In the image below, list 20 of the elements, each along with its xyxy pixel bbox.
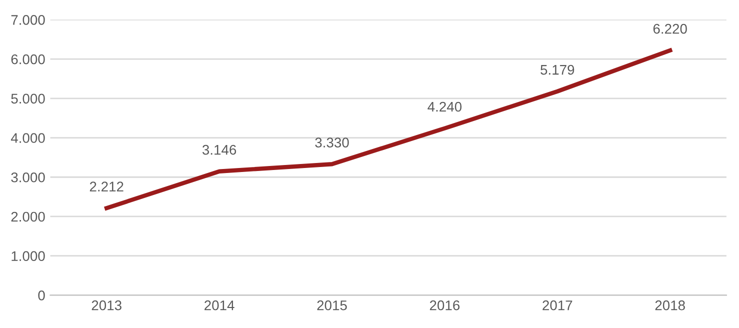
y-tick-label: 7.000 xyxy=(11,15,45,25)
data-label: 4.240 xyxy=(428,102,462,112)
x-tick-label: 2014 xyxy=(204,300,234,310)
x-tick-label: 2018 xyxy=(655,300,685,310)
data-label: 2.212 xyxy=(90,182,124,192)
data-label: 3.330 xyxy=(315,138,349,148)
y-tick-label: 4.000 xyxy=(10,133,45,143)
x-tick-label: 2015 xyxy=(317,300,347,310)
x-tick-label: 2017 xyxy=(542,300,572,310)
x-tick-label: 2016 xyxy=(430,300,460,310)
y-tick-label: 2.000 xyxy=(11,212,45,222)
y-tick-label: 1.000 xyxy=(12,251,45,262)
data-label: 5.179 xyxy=(540,64,574,75)
y-tick-label: 3.000 xyxy=(11,172,45,182)
y-tick-label: 5.000 xyxy=(11,94,45,104)
y-tick-label: 6.000 xyxy=(11,54,45,64)
y-tick-label: 0 xyxy=(38,290,45,300)
x-tick-label: 2013 xyxy=(92,300,122,310)
data-label: 3.146 xyxy=(202,144,236,155)
data-label: 6.220 xyxy=(653,24,687,34)
